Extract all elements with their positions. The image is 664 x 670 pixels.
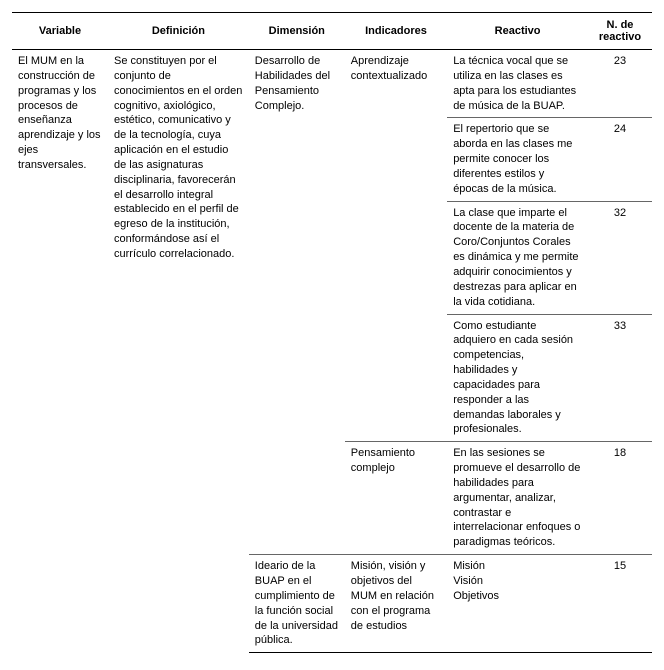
cell-n: 32 (588, 201, 652, 314)
cell-dimension: Ideario de la BUAP en el cumplimiento de… (249, 555, 345, 653)
cell-variable: El MUM en la construcción de programas y… (12, 50, 108, 653)
cell-indicador: Pensamiento complejo (345, 442, 447, 555)
cell-n: 15 (588, 555, 652, 653)
col-dimension: Dimensión (249, 13, 345, 50)
cell-n: 33 (588, 314, 652, 442)
cell-n: 18 (588, 442, 652, 555)
cell-definicion: Se constituyen por el conjunto de conoci… (108, 50, 249, 653)
table-header-row: Variable Definición Dimensión Indicadore… (12, 13, 652, 50)
cell-indicador: Misión, visión y objetivos del MUM en re… (345, 555, 447, 653)
cell-dimension: Desarrollo de Habilidades del Pensamient… (249, 50, 345, 555)
col-n-reactivo: N. de reactivo (588, 13, 652, 50)
variables-table: Variable Definición Dimensión Indicadore… (12, 12, 652, 653)
table-row: El MUM en la construcción de programas y… (12, 50, 652, 118)
cell-reactivo: En las sesiones se promueve el desarroll… (447, 442, 588, 555)
col-definicion: Definición (108, 13, 249, 50)
cell-reactivo: Misión Visión Objetivos (447, 555, 588, 653)
cell-n: 23 (588, 50, 652, 118)
cell-reactivo: La técnica vocal que se utiliza en las c… (447, 50, 588, 118)
col-variable: Variable (12, 13, 108, 50)
col-indicadores: Indicadores (345, 13, 447, 50)
cell-indicador: Aprendizaje contextualizado (345, 50, 447, 442)
cell-reactivo: Como estudiante adquiero en cada sesión … (447, 314, 588, 442)
cell-n: 24 (588, 118, 652, 201)
cell-reactivo: La clase que imparte el docente de la ma… (447, 201, 588, 314)
col-reactivo: Reactivo (447, 13, 588, 50)
cell-reactivo: El repertorio que se aborda en las clase… (447, 118, 588, 201)
